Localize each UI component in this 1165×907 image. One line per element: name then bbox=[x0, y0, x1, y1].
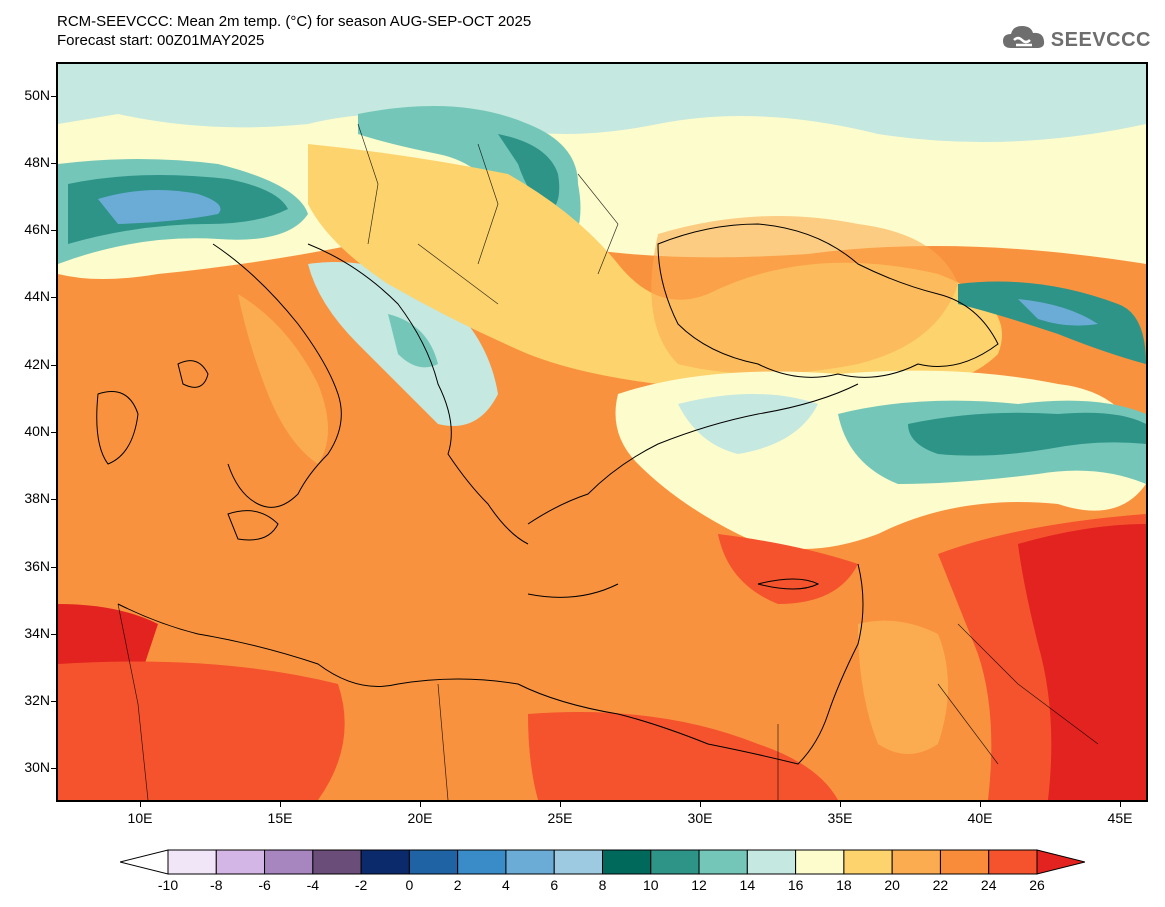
colorbar-label: 16 bbox=[787, 877, 804, 893]
colorbar-label: 0 bbox=[405, 877, 414, 893]
lat-label-34N: 34N bbox=[24, 624, 50, 641]
colorbar-label: 2 bbox=[453, 877, 462, 893]
colorbar-over-triangle bbox=[1036, 849, 1085, 875]
lat-tick bbox=[51, 566, 56, 568]
lat-tick bbox=[51, 768, 56, 770]
colorbar-segment bbox=[698, 849, 748, 875]
colorbar-segment bbox=[408, 849, 459, 875]
lon-label-25E: 25E bbox=[547, 810, 573, 826]
lat-label-44N: 44N bbox=[24, 288, 50, 305]
colorbar-label: -10 bbox=[157, 877, 179, 893]
lat-tick bbox=[51, 162, 56, 164]
colorbar-label: 26 bbox=[1029, 877, 1045, 893]
colorbar-segment bbox=[602, 849, 652, 875]
colorbar-segment bbox=[795, 849, 845, 875]
title-line-2: Forecast start: 00Z01MAY2025 bbox=[57, 32, 265, 49]
lon-tick bbox=[980, 802, 981, 807]
lat-label-46N: 46N bbox=[24, 221, 50, 238]
colorbar-label: 18 bbox=[836, 877, 852, 893]
colorbar-label: 12 bbox=[691, 877, 707, 893]
colorbar-label: 10 bbox=[642, 877, 659, 893]
colorbar-segment bbox=[843, 849, 893, 875]
lon-tick bbox=[420, 802, 421, 807]
lon-tick bbox=[1120, 802, 1121, 807]
lon-label-20E: 20E bbox=[407, 810, 433, 826]
seevccc-logo: SEEVCCC bbox=[1001, 22, 1151, 58]
colorbar-segment bbox=[264, 849, 314, 875]
lon-label-10E: 10E bbox=[127, 810, 153, 826]
colorbar-segment bbox=[505, 849, 555, 875]
lat-tick bbox=[51, 230, 56, 232]
lat-label-32N: 32N bbox=[24, 692, 50, 709]
colorbar-segment bbox=[215, 849, 266, 875]
colorbar-segment bbox=[746, 849, 797, 875]
temperature-map bbox=[56, 62, 1148, 802]
lat-label-38N: 38N bbox=[24, 490, 50, 507]
colorbar-label: 8 bbox=[598, 877, 607, 893]
lon-label-35E: 35E bbox=[827, 810, 853, 826]
colorbar-segment bbox=[891, 849, 941, 875]
lat-tick bbox=[51, 432, 56, 433]
lon-label-45E: 45E bbox=[1107, 810, 1133, 826]
colorbar-label: 24 bbox=[980, 877, 997, 893]
logo-text: SEEVCCC bbox=[1050, 28, 1151, 51]
lon-tick bbox=[280, 802, 281, 807]
lon-tick bbox=[140, 802, 141, 807]
lat-tick bbox=[51, 364, 56, 366]
colorbar-segment bbox=[167, 849, 217, 875]
lat-tick bbox=[51, 499, 56, 501]
colorbar-label: -2 bbox=[354, 877, 368, 893]
colorbar-segment bbox=[360, 849, 410, 875]
lat-tick bbox=[51, 633, 56, 635]
lat-label-36N: 36N bbox=[24, 557, 50, 574]
colorbar-label: 22 bbox=[932, 877, 949, 893]
colorbar-segment bbox=[988, 849, 1038, 875]
title-line-1: RCM-SEEVCCC: Mean 2m temp. (°C) for seas… bbox=[57, 13, 532, 30]
colorbar-segment bbox=[553, 849, 604, 875]
colorbar-label: 6 bbox=[550, 877, 559, 893]
colorbar-label: 14 bbox=[739, 877, 756, 893]
lon-tick bbox=[700, 802, 701, 807]
colorbar-label: -8 bbox=[210, 877, 223, 893]
lon-label-40E: 40E bbox=[967, 810, 993, 826]
lon-label-30E: 30E bbox=[687, 810, 713, 826]
colorbar-under-triangle bbox=[120, 849, 169, 875]
lat-tick bbox=[51, 297, 56, 299]
map-title: RCM-SEEVCCC: Mean 2m temp. (°C) for seas… bbox=[57, 12, 531, 50]
colorbar-segment bbox=[650, 849, 700, 875]
lat-label-30N: 30N bbox=[24, 759, 50, 776]
temperature-field bbox=[58, 64, 1146, 800]
lat-tick bbox=[51, 95, 56, 97]
lon-tick bbox=[840, 802, 841, 807]
colorbar-label: -6 bbox=[258, 877, 271, 893]
colorbar-label: -4 bbox=[306, 877, 320, 893]
lon-tick bbox=[560, 802, 561, 807]
cloud-icon bbox=[1001, 22, 1047, 58]
colorbar-label: 20 bbox=[884, 877, 900, 893]
lat-label-48N: 48N bbox=[24, 153, 50, 170]
colorbar-label: 4 bbox=[502, 877, 510, 893]
colorbar-segment bbox=[312, 849, 362, 875]
lat-tick bbox=[51, 701, 56, 703]
colorbar-segment bbox=[457, 849, 507, 875]
lat-label-50N: 50N bbox=[24, 86, 50, 103]
temperature-colorbar bbox=[120, 849, 1085, 875]
lon-label-15E: 15E bbox=[267, 810, 293, 826]
colorbar-segment bbox=[939, 849, 990, 875]
lat-label-42N: 42N bbox=[24, 355, 50, 372]
lat-label-40N: 40N bbox=[24, 423, 50, 439]
